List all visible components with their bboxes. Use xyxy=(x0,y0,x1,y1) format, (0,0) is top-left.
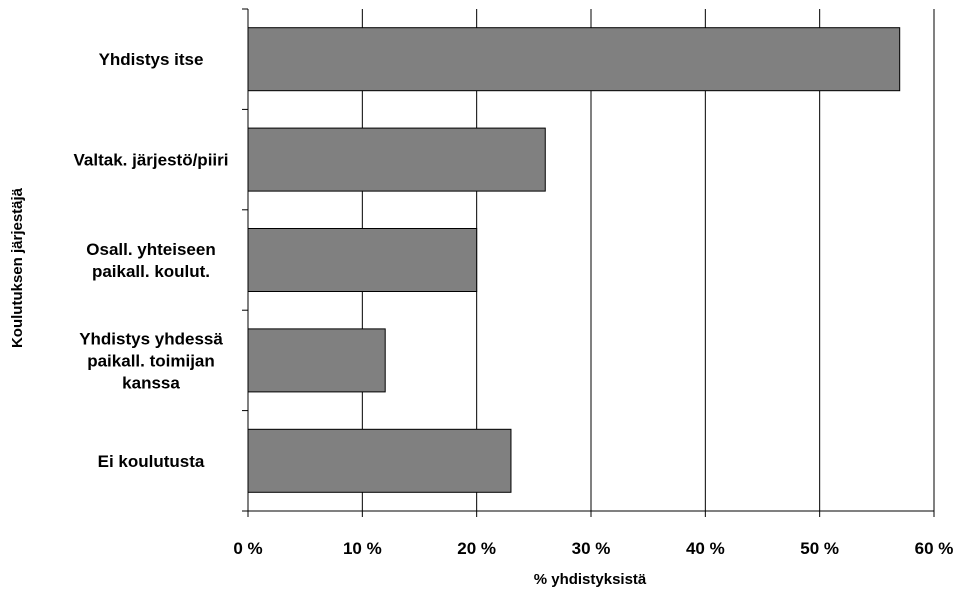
x-tick-label: 10 % xyxy=(343,539,382,558)
axes xyxy=(242,8,935,517)
x-tick-label: 40 % xyxy=(686,539,725,558)
bar xyxy=(247,428,512,493)
category-label: Yhdistys itse xyxy=(99,50,204,69)
category-label: Valtak. järjestö/piiri xyxy=(74,151,229,170)
x-tick-label: 30 % xyxy=(572,539,611,558)
x-tick-label: 0 % xyxy=(233,539,262,558)
bar xyxy=(247,228,478,292)
bar xyxy=(247,27,901,92)
category-label: paikall. koulut. xyxy=(92,262,210,281)
x-tick-labels: 0 % 10 % 20 % 30 % 40 % 50 % 60 % xyxy=(233,539,953,558)
x-tick-label: 20 % xyxy=(457,539,496,558)
category-labels: Yhdistys itse Valtak. järjestö/piiri Osall… xyxy=(74,50,229,471)
category-label: kanssa xyxy=(122,373,180,392)
category-label: Yhdistys yhdessä xyxy=(79,329,223,348)
x-tick-label: 60 % xyxy=(915,539,954,558)
category-label: Ei koulutusta xyxy=(98,452,205,471)
category-label: Osall. yhteiseen xyxy=(86,240,215,259)
gridlines xyxy=(361,9,935,511)
x-axis-title: % yhdistyksistä xyxy=(534,571,647,588)
bar xyxy=(247,127,546,192)
y-axis-title: Koulutuksen järjestäjä xyxy=(9,187,26,348)
bar xyxy=(247,328,386,393)
bars xyxy=(247,27,901,493)
category-label: paikall. toimijan xyxy=(87,351,215,370)
x-tick-label: 50 % xyxy=(800,539,839,558)
